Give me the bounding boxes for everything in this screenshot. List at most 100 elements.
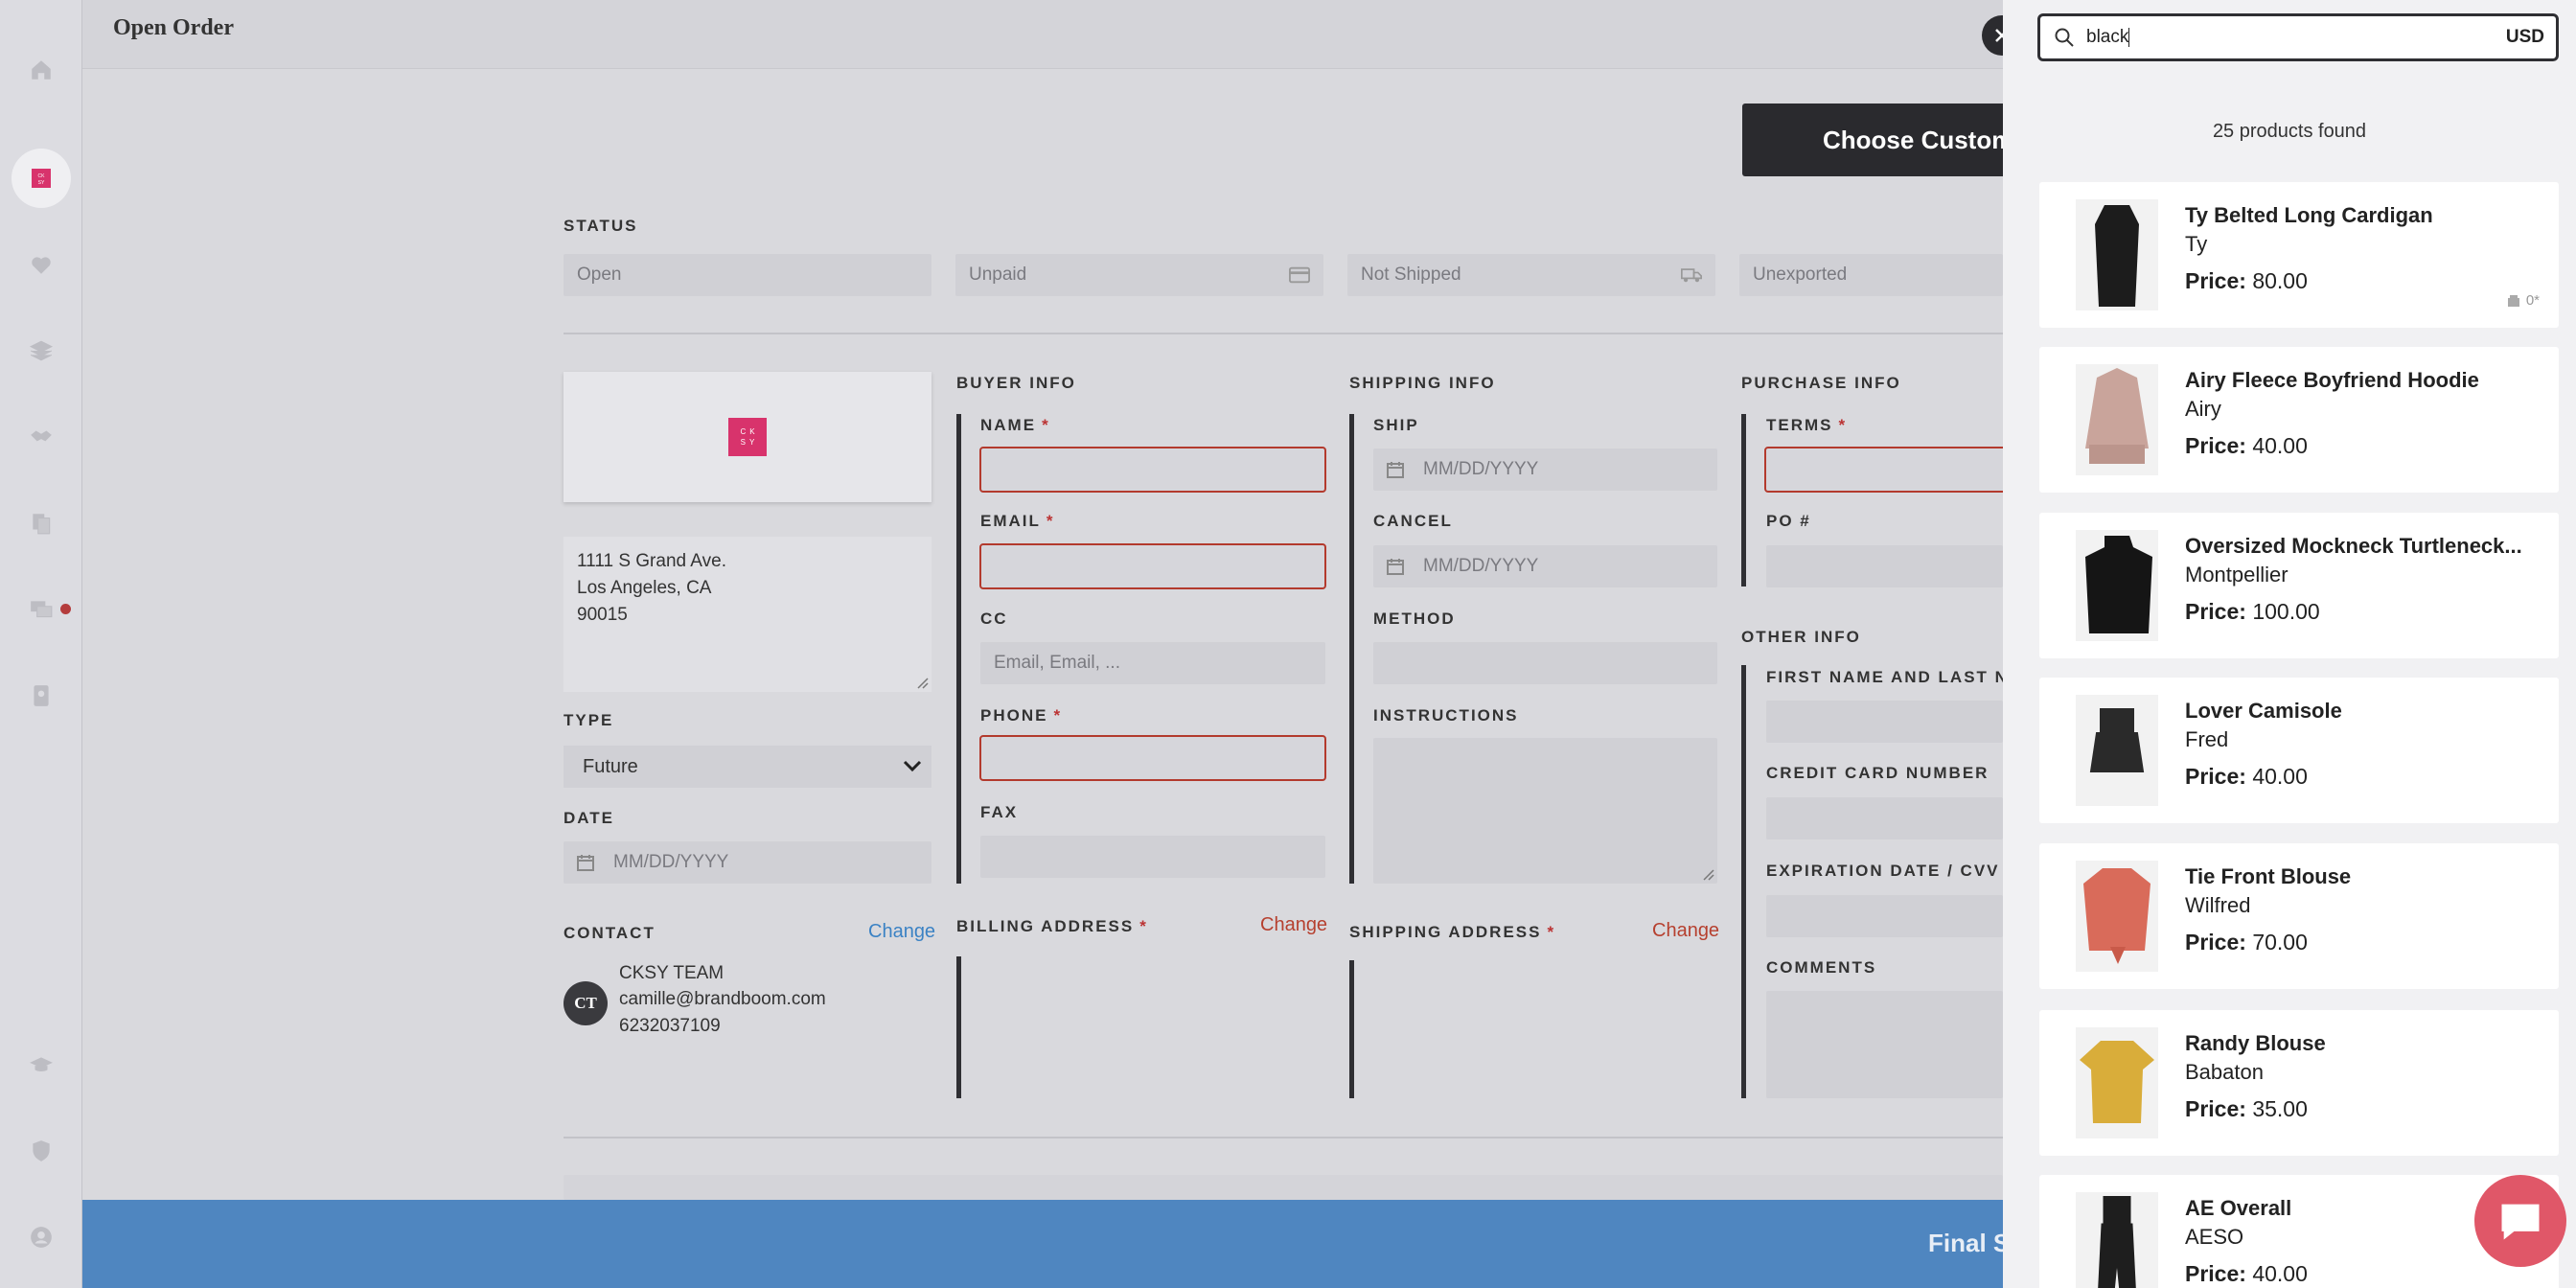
card-number-input[interactable] <box>1766 797 2003 840</box>
po-input[interactable] <box>1766 545 2003 587</box>
cancel-label: CANCEL <box>1373 512 1453 530</box>
product-price: Price: 35.00 <box>2185 1096 2308 1121</box>
contact-change-link[interactable]: Change <box>868 921 936 942</box>
product-name: Tie Front Blouse <box>2185 864 2352 888</box>
chat-icon <box>2501 1204 2540 1240</box>
shipping-status-field[interactable]: Not Shipped <box>1347 254 1715 296</box>
product-price: Price: 40.00 <box>2185 433 2308 458</box>
product-card[interactable]: Ty Belted Long Cardigan Ty Price: 80.00 … <box>2039 182 2559 328</box>
product-card[interactable]: Tie Front Blouse Wilfred Price: 70.00 <box>2039 843 2559 989</box>
handshake-icon[interactable] <box>24 420 58 454</box>
comments-textarea[interactable] <box>1766 991 2003 1098</box>
divider <box>564 1137 2003 1138</box>
home-icon[interactable] <box>24 53 58 87</box>
phone-input[interactable] <box>979 735 1326 781</box>
terms-label: TERMS * <box>1766 416 1848 434</box>
customer-address[interactable]: 1111 S Grand Ave. Los Angeles, CA 90015 <box>564 537 932 692</box>
product-price: Price: 40.00 <box>2185 764 2308 789</box>
currency-label[interactable]: USD <box>2505 27 2544 47</box>
product-brand: AESO <box>2185 1225 2244 1249</box>
svg-text:SY: SY <box>38 180 45 186</box>
shipping-change-link[interactable]: Change <box>1652 920 1720 941</box>
ship-label: SHIP <box>1373 416 1419 434</box>
section-bar <box>1349 414 1354 884</box>
heart-icon[interactable] <box>24 247 58 282</box>
stock-indicator: 0* <box>2507 292 2540 309</box>
product-image <box>2076 1027 2158 1138</box>
contact-name: CKSY TEAM <box>619 963 724 983</box>
ship-date-input[interactable]: MM/DD/YYYY <box>1373 448 1717 491</box>
email-label: EMAIL * <box>980 512 1055 530</box>
final-submit-button[interactable]: Final S <box>1928 1229 2011 1257</box>
choose-customer-button[interactable]: Choose Custom <box>1742 104 2030 176</box>
product-image <box>2076 861 2158 972</box>
email-input[interactable] <box>979 543 1326 589</box>
chat-button[interactable] <box>2474 1175 2566 1267</box>
cc-input[interactable]: Email, Email, ... <box>980 642 1325 684</box>
instructions-textarea[interactable] <box>1373 738 1717 884</box>
account-icon[interactable] <box>24 1220 58 1254</box>
bottom-action-bar <box>82 1200 2003 1288</box>
product-image <box>2076 695 2158 806</box>
documents-icon[interactable] <box>24 506 58 540</box>
cancel-date-input[interactable]: MM/DD/YYYY <box>1373 545 1717 587</box>
graduation-icon[interactable] <box>24 1047 58 1082</box>
fax-input[interactable] <box>980 836 1325 878</box>
product-card[interactable]: Lover Camisole Fred Price: 40.00 <box>2039 678 2559 823</box>
product-name: Oversized Mockneck Turtleneck... <box>2185 534 2522 558</box>
type-select[interactable]: Future <box>564 746 932 788</box>
sidebar: CK SY <box>0 0 82 1288</box>
shield-icon[interactable] <box>24 1134 58 1168</box>
layers-icon[interactable] <box>24 334 58 368</box>
name-label: NAME * <box>980 416 1050 434</box>
resize-handle-icon[interactable] <box>917 678 929 689</box>
po-label: PO # <box>1766 512 1811 530</box>
product-name: Randy Blouse <box>2185 1031 2326 1055</box>
date-label: DATE <box>564 809 615 827</box>
product-search-panel: black USD 25 products found Ty Belted Lo… <box>2003 0 2576 1288</box>
phone-label: PHONE * <box>980 706 1063 724</box>
search-bar[interactable]: black USD <box>2037 13 2559 61</box>
product-card[interactable]: Oversized Mockneck Turtleneck... Montpel… <box>2039 513 2559 658</box>
contacts-icon[interactable] <box>24 678 58 713</box>
date-input[interactable]: MM/DD/YYYY <box>564 841 932 884</box>
svg-text:CK: CK <box>38 173 46 179</box>
terms-input[interactable] <box>1764 447 2013 493</box>
customer-logo-card: CK SY <box>564 372 932 502</box>
name-input[interactable] <box>979 447 1326 493</box>
product-card[interactable]: Randy Blouse Babaton Price: 35.00 <box>2039 1010 2559 1156</box>
order-status-field[interactable]: Open <box>564 254 932 296</box>
product-price: Price: 40.00 <box>2185 1261 2308 1286</box>
chevron-down-icon <box>903 760 922 772</box>
contact-email: camille@brandboom.com <box>619 989 826 1009</box>
product-card[interactable]: AE Overall AESO Price: 40.00 <box>2039 1175 2559 1288</box>
section-bar <box>956 956 961 1098</box>
customer-logo: CK SY <box>728 418 767 456</box>
truck-icon <box>1681 268 1702 283</box>
calendar-icon <box>577 855 594 871</box>
orders-icon[interactable]: CK SY <box>12 149 71 208</box>
product-card[interactable]: Airy Fleece Boyfriend Hoodie Airy Price:… <box>2039 347 2559 493</box>
resize-handle-icon[interactable] <box>1703 869 1714 881</box>
messages-icon[interactable] <box>24 592 58 627</box>
product-price: Price: 70.00 <box>2185 930 2308 954</box>
contact-phone: 6232037109 <box>619 1016 721 1036</box>
search-input[interactable]: black <box>2086 27 2130 47</box>
section-bar <box>956 414 961 884</box>
export-status-field[interactable]: Unexported <box>1739 254 2003 296</box>
comments-label: COMMENTS <box>1766 958 1877 977</box>
payment-status-field[interactable]: Unpaid <box>955 254 1323 296</box>
address-line: Los Angeles, CA <box>577 578 712 598</box>
shipping-info-heading: SHIPPING INFO <box>1349 374 1496 392</box>
full-name-input[interactable] <box>1766 701 2003 743</box>
product-name: Lover Camisole <box>2185 699 2342 723</box>
billing-change-link[interactable]: Change <box>1260 914 1328 935</box>
calendar-icon <box>1387 559 1404 575</box>
buyer-info-heading: BUYER INFO <box>956 374 1076 392</box>
order-form <box>82 69 2003 1200</box>
expiration-input[interactable] <box>1766 895 2003 937</box>
billing-address-label: BILLING ADDRESS * <box>956 917 1148 935</box>
purchase-info-heading: PURCHASE INFO <box>1741 374 1901 392</box>
method-input[interactable] <box>1373 642 1717 684</box>
instructions-label: INSTRUCTIONS <box>1373 706 1519 724</box>
